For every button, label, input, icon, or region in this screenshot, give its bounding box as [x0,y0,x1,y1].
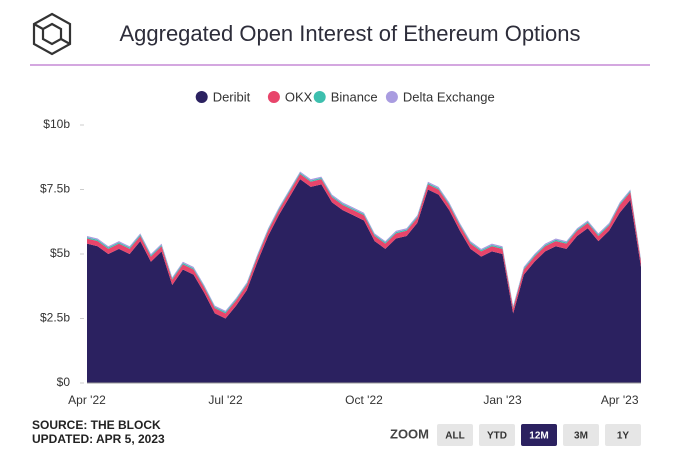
legend-marker [313,91,326,103]
zoom-button-label[interactable]: YTD [487,431,507,442]
x-tick-label: Oct '22 [345,393,383,407]
x-tick-label: Apr '23 [601,393,639,407]
updated: UPDATED: APR 5, 2023 [32,432,165,446]
legend-marker [195,91,208,103]
legend-label: Deribit [213,89,251,104]
zoom-button[interactable] [605,424,641,446]
zoom-button[interactable] [521,424,557,446]
legend-marker [267,91,280,103]
zoom-button-label[interactable]: ALL [445,431,464,442]
zoom-button-label[interactable]: 1Y [617,431,630,442]
y-tick-label: $10b [43,117,70,131]
y-tick-label: $5b [50,246,70,260]
zoom-button[interactable] [563,424,599,446]
y-tick-label: $2.5b [40,311,70,325]
zoom-button-label[interactable]: 12M [529,431,548,442]
zoom-label: ZOOM [390,426,429,441]
x-tick-label: Apr '22 [68,393,106,407]
logo [32,12,72,56]
legend-label: Binance [331,89,378,104]
legend-label: OKX [285,89,313,104]
legend-marker [385,91,398,103]
area [87,179,641,383]
zoom-button[interactable] [437,424,473,446]
chart-title: Aggregated Open Interest of Ethereum Opt… [119,21,580,46]
x-tick-label: Jan '23 [483,393,522,407]
zoom-button-label[interactable]: 3M [574,431,588,442]
y-tick-label: $0 [57,375,71,389]
x-tick-label: Jul '22 [208,393,243,407]
legend-label: Delta Exchange [403,89,495,104]
zoom-button[interactable] [479,424,515,446]
y-tick-label: $7.5b [40,182,70,196]
source: SOURCE: THE BLOCK [32,418,161,432]
